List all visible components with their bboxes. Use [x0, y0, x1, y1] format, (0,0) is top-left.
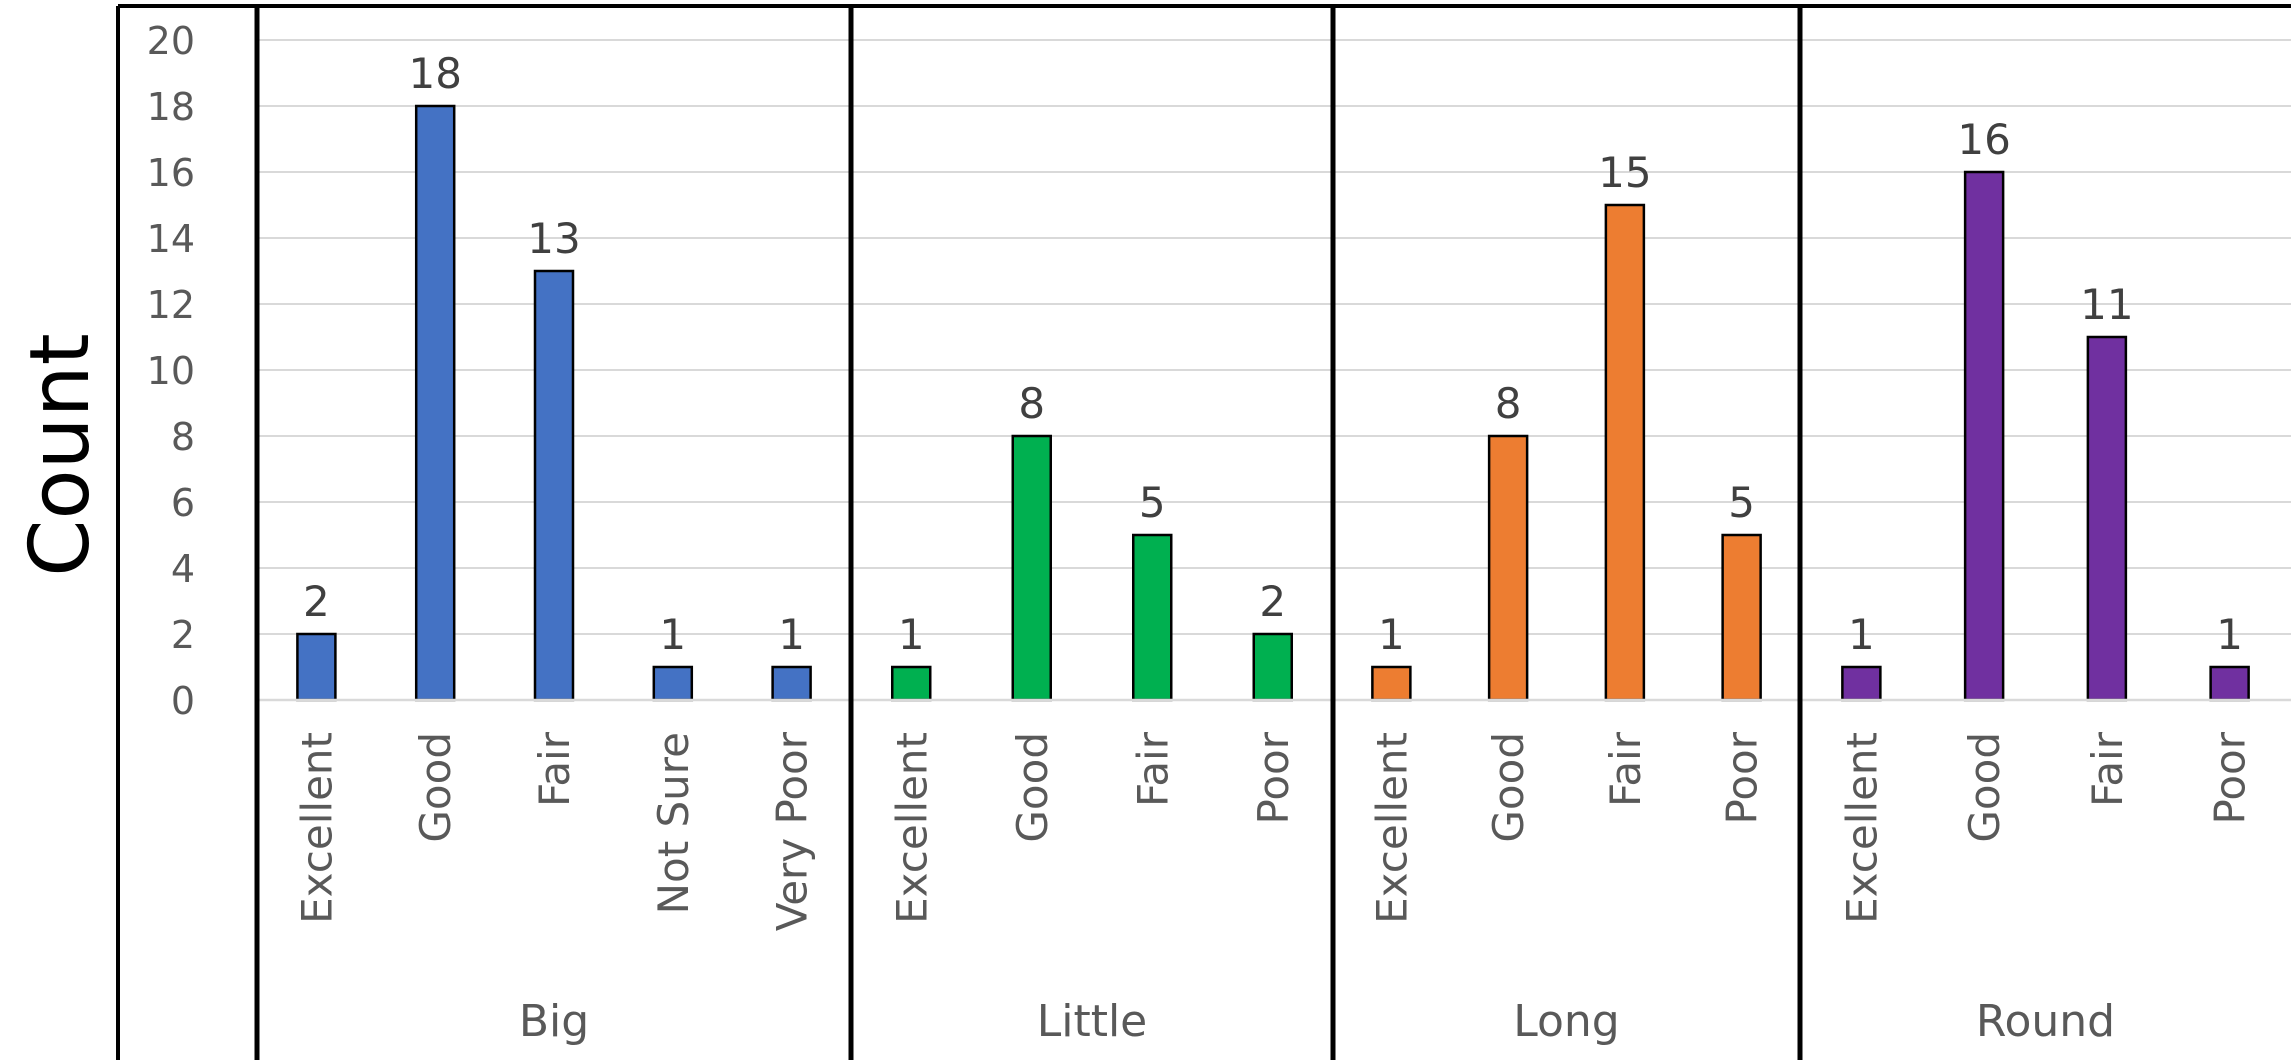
- data-label: 2: [1259, 577, 1286, 626]
- chart-frame: [116, 4, 2291, 1060]
- data-label: 5: [1139, 478, 1166, 527]
- bar: [1252, 632, 1293, 702]
- data-label: 15: [1598, 148, 1651, 197]
- data-label: 16: [1957, 115, 2010, 164]
- bar: [2086, 335, 2128, 702]
- data-label: 1: [898, 610, 925, 659]
- group-label: Little: [1037, 996, 1148, 1047]
- category-label: Poor: [1718, 731, 1767, 824]
- category-label: Not Sure: [649, 732, 698, 914]
- category-label: Good: [1008, 732, 1057, 843]
- category-label: Good: [1484, 732, 1533, 843]
- bar: [1604, 203, 1646, 702]
- y-tick-label: 16: [147, 151, 195, 195]
- category-label: Fair: [1601, 731, 1650, 807]
- category-label: Fair: [1128, 731, 1177, 807]
- gridlines: [257, 39, 2291, 701]
- bar: [533, 269, 575, 702]
- bar: [1371, 665, 1412, 702]
- category-label: Excellent: [1837, 732, 1886, 924]
- y-tick-label: 4: [171, 547, 195, 591]
- y-tick-label: 18: [147, 85, 195, 129]
- y-tick-label: 8: [171, 415, 195, 459]
- data-label: 1: [1848, 610, 1875, 659]
- y-axis-title: Count: [13, 333, 108, 577]
- group-label: Long: [1513, 996, 1619, 1047]
- data-label: 1: [1378, 610, 1405, 659]
- bar: [1841, 665, 1882, 702]
- y-tick-label: 10: [147, 349, 195, 393]
- category-label: Poor: [2206, 731, 2255, 824]
- bar: [652, 665, 694, 702]
- data-label: 8: [1495, 379, 1522, 428]
- category-label: Excellent: [887, 732, 936, 924]
- data-label: 13: [527, 214, 580, 263]
- y-tick-label: 20: [147, 19, 195, 63]
- data-label: 1: [659, 610, 686, 659]
- bar: [1011, 434, 1052, 702]
- category-label: Good: [411, 732, 460, 843]
- y-tick-label: 12: [147, 283, 195, 327]
- category-label: Excellent: [292, 732, 341, 924]
- category-label: Fair: [530, 731, 579, 807]
- data-label: 8: [1018, 379, 1045, 428]
- category-label: Excellent: [1367, 732, 1416, 924]
- bar: [891, 665, 932, 702]
- data-label: 1: [2216, 610, 2243, 659]
- bar: [1721, 533, 1762, 702]
- data-label: 2: [303, 577, 330, 626]
- group-label: Big: [519, 996, 589, 1047]
- data-label: 1: [778, 610, 805, 659]
- group-label: Round: [1976, 996, 2115, 1047]
- y-tick-label: 0: [171, 679, 195, 723]
- bar: [1487, 434, 1529, 702]
- y-tick-label: 14: [147, 217, 195, 261]
- y-tick-label: 6: [171, 481, 195, 525]
- category-label: Very Poor: [768, 731, 817, 931]
- category-label: Fair: [2083, 731, 2132, 807]
- bar: [771, 665, 812, 702]
- bar: [414, 104, 456, 702]
- y-tick-label: 2: [171, 613, 195, 657]
- data-label: 11: [2080, 280, 2133, 329]
- bar: [1132, 533, 1173, 702]
- data-label: 18: [408, 49, 461, 98]
- category-label: Poor: [1249, 731, 1298, 824]
- y-tick-labels: 0 2 4 6 8 10 12 14 16 18 20: [147, 19, 195, 723]
- bar: [2209, 665, 2250, 702]
- category-label: Good: [1960, 732, 2009, 843]
- data-label: 5: [1728, 478, 1755, 527]
- bar: [296, 632, 337, 702]
- bar: [1963, 170, 2005, 702]
